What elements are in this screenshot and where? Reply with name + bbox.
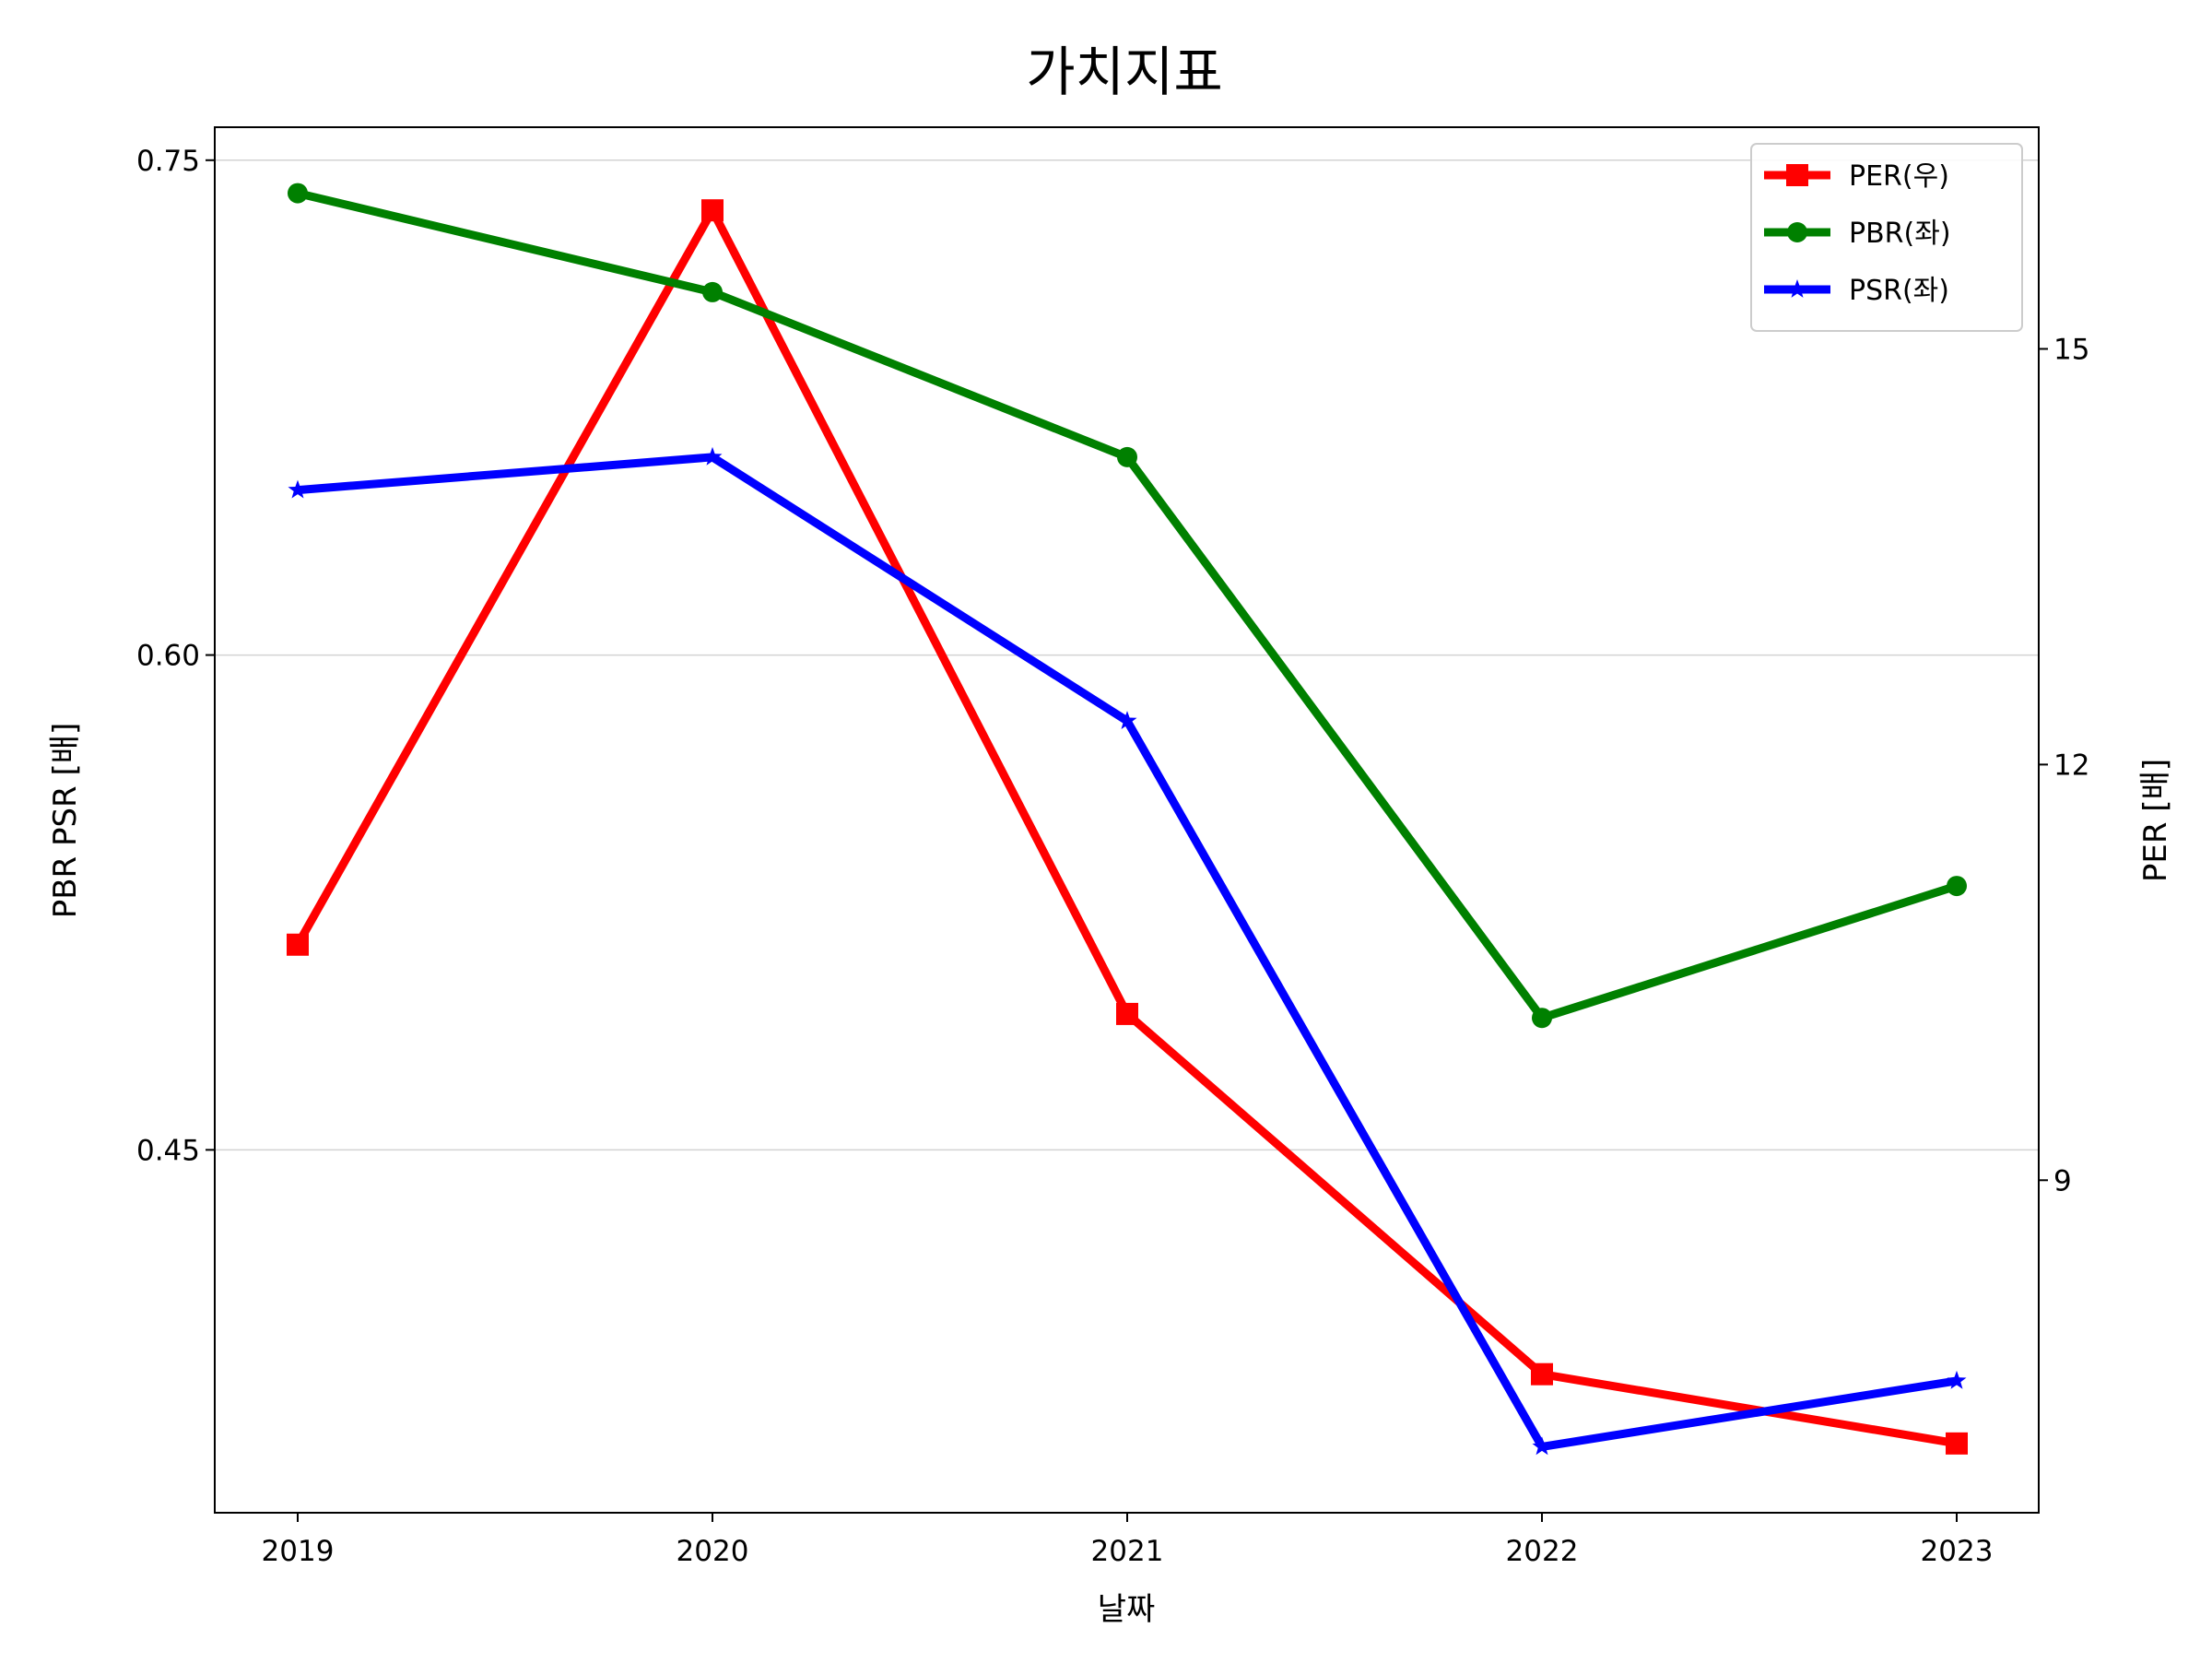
axes: 0.45 0.60 0.75 9 12 15 2019 2020 2021 2022 2023 bbox=[136, 145, 2089, 1568]
data-point-marker bbox=[287, 933, 309, 956]
legend-label: PER(우) bbox=[1849, 160, 1949, 193]
data-point-marker bbox=[1787, 222, 1807, 242]
y-tick-label-right: 15 bbox=[2053, 333, 2089, 366]
data-point-marker bbox=[1531, 1362, 1553, 1386]
data-point-marker bbox=[1532, 1436, 1552, 1456]
series-lines bbox=[287, 183, 1968, 1456]
data-point-marker bbox=[1947, 1370, 1967, 1389]
y-axis-label-left: PBR PSR [배] bbox=[47, 723, 84, 919]
y-tick-label-left: 0.45 bbox=[136, 1134, 200, 1167]
x-tick-label: 2019 bbox=[262, 1535, 335, 1568]
legend: PER(우) PBR(좌) PSR(좌) bbox=[1750, 143, 2023, 332]
data-point-marker bbox=[1947, 876, 1967, 897]
legend-label: PBR(좌) bbox=[1849, 218, 1951, 250]
y-tick-label-right: 9 bbox=[2053, 1164, 2072, 1197]
y-tick-label-left: 0.75 bbox=[136, 145, 200, 178]
x-tick-label: 2020 bbox=[677, 1535, 749, 1568]
data-point-marker bbox=[1787, 279, 1807, 298]
data-point-marker bbox=[288, 183, 308, 204]
chart-title: 가치지표 bbox=[1026, 41, 1222, 103]
data-point-marker bbox=[1117, 446, 1137, 467]
data-point-marker bbox=[1116, 1002, 1138, 1025]
data-point-marker bbox=[1946, 1432, 1968, 1455]
data-point-marker bbox=[701, 199, 724, 222]
data-point-marker bbox=[1117, 711, 1137, 729]
legend-label: PSR(좌) bbox=[1849, 275, 1949, 307]
data-point-marker bbox=[702, 446, 723, 466]
x-axis-label: 날짜 bbox=[1098, 1591, 1156, 1628]
x-tick-label: 2022 bbox=[1506, 1535, 1579, 1568]
data-point-marker bbox=[702, 281, 723, 302]
y-axis-label-right: PER [배] bbox=[2137, 759, 2174, 882]
data-point-marker bbox=[1532, 1008, 1552, 1029]
y-tick-label-right: 12 bbox=[2053, 749, 2089, 782]
data-point-marker bbox=[1786, 164, 1808, 186]
legend-box bbox=[1750, 143, 2023, 332]
y-tick-label-left: 0.60 bbox=[136, 640, 200, 673]
data-point-marker bbox=[288, 479, 308, 499]
grid-lines bbox=[215, 159, 2039, 1151]
x-tick-label: 2021 bbox=[1091, 1535, 1164, 1568]
x-tick-label: 2023 bbox=[1921, 1535, 1994, 1568]
